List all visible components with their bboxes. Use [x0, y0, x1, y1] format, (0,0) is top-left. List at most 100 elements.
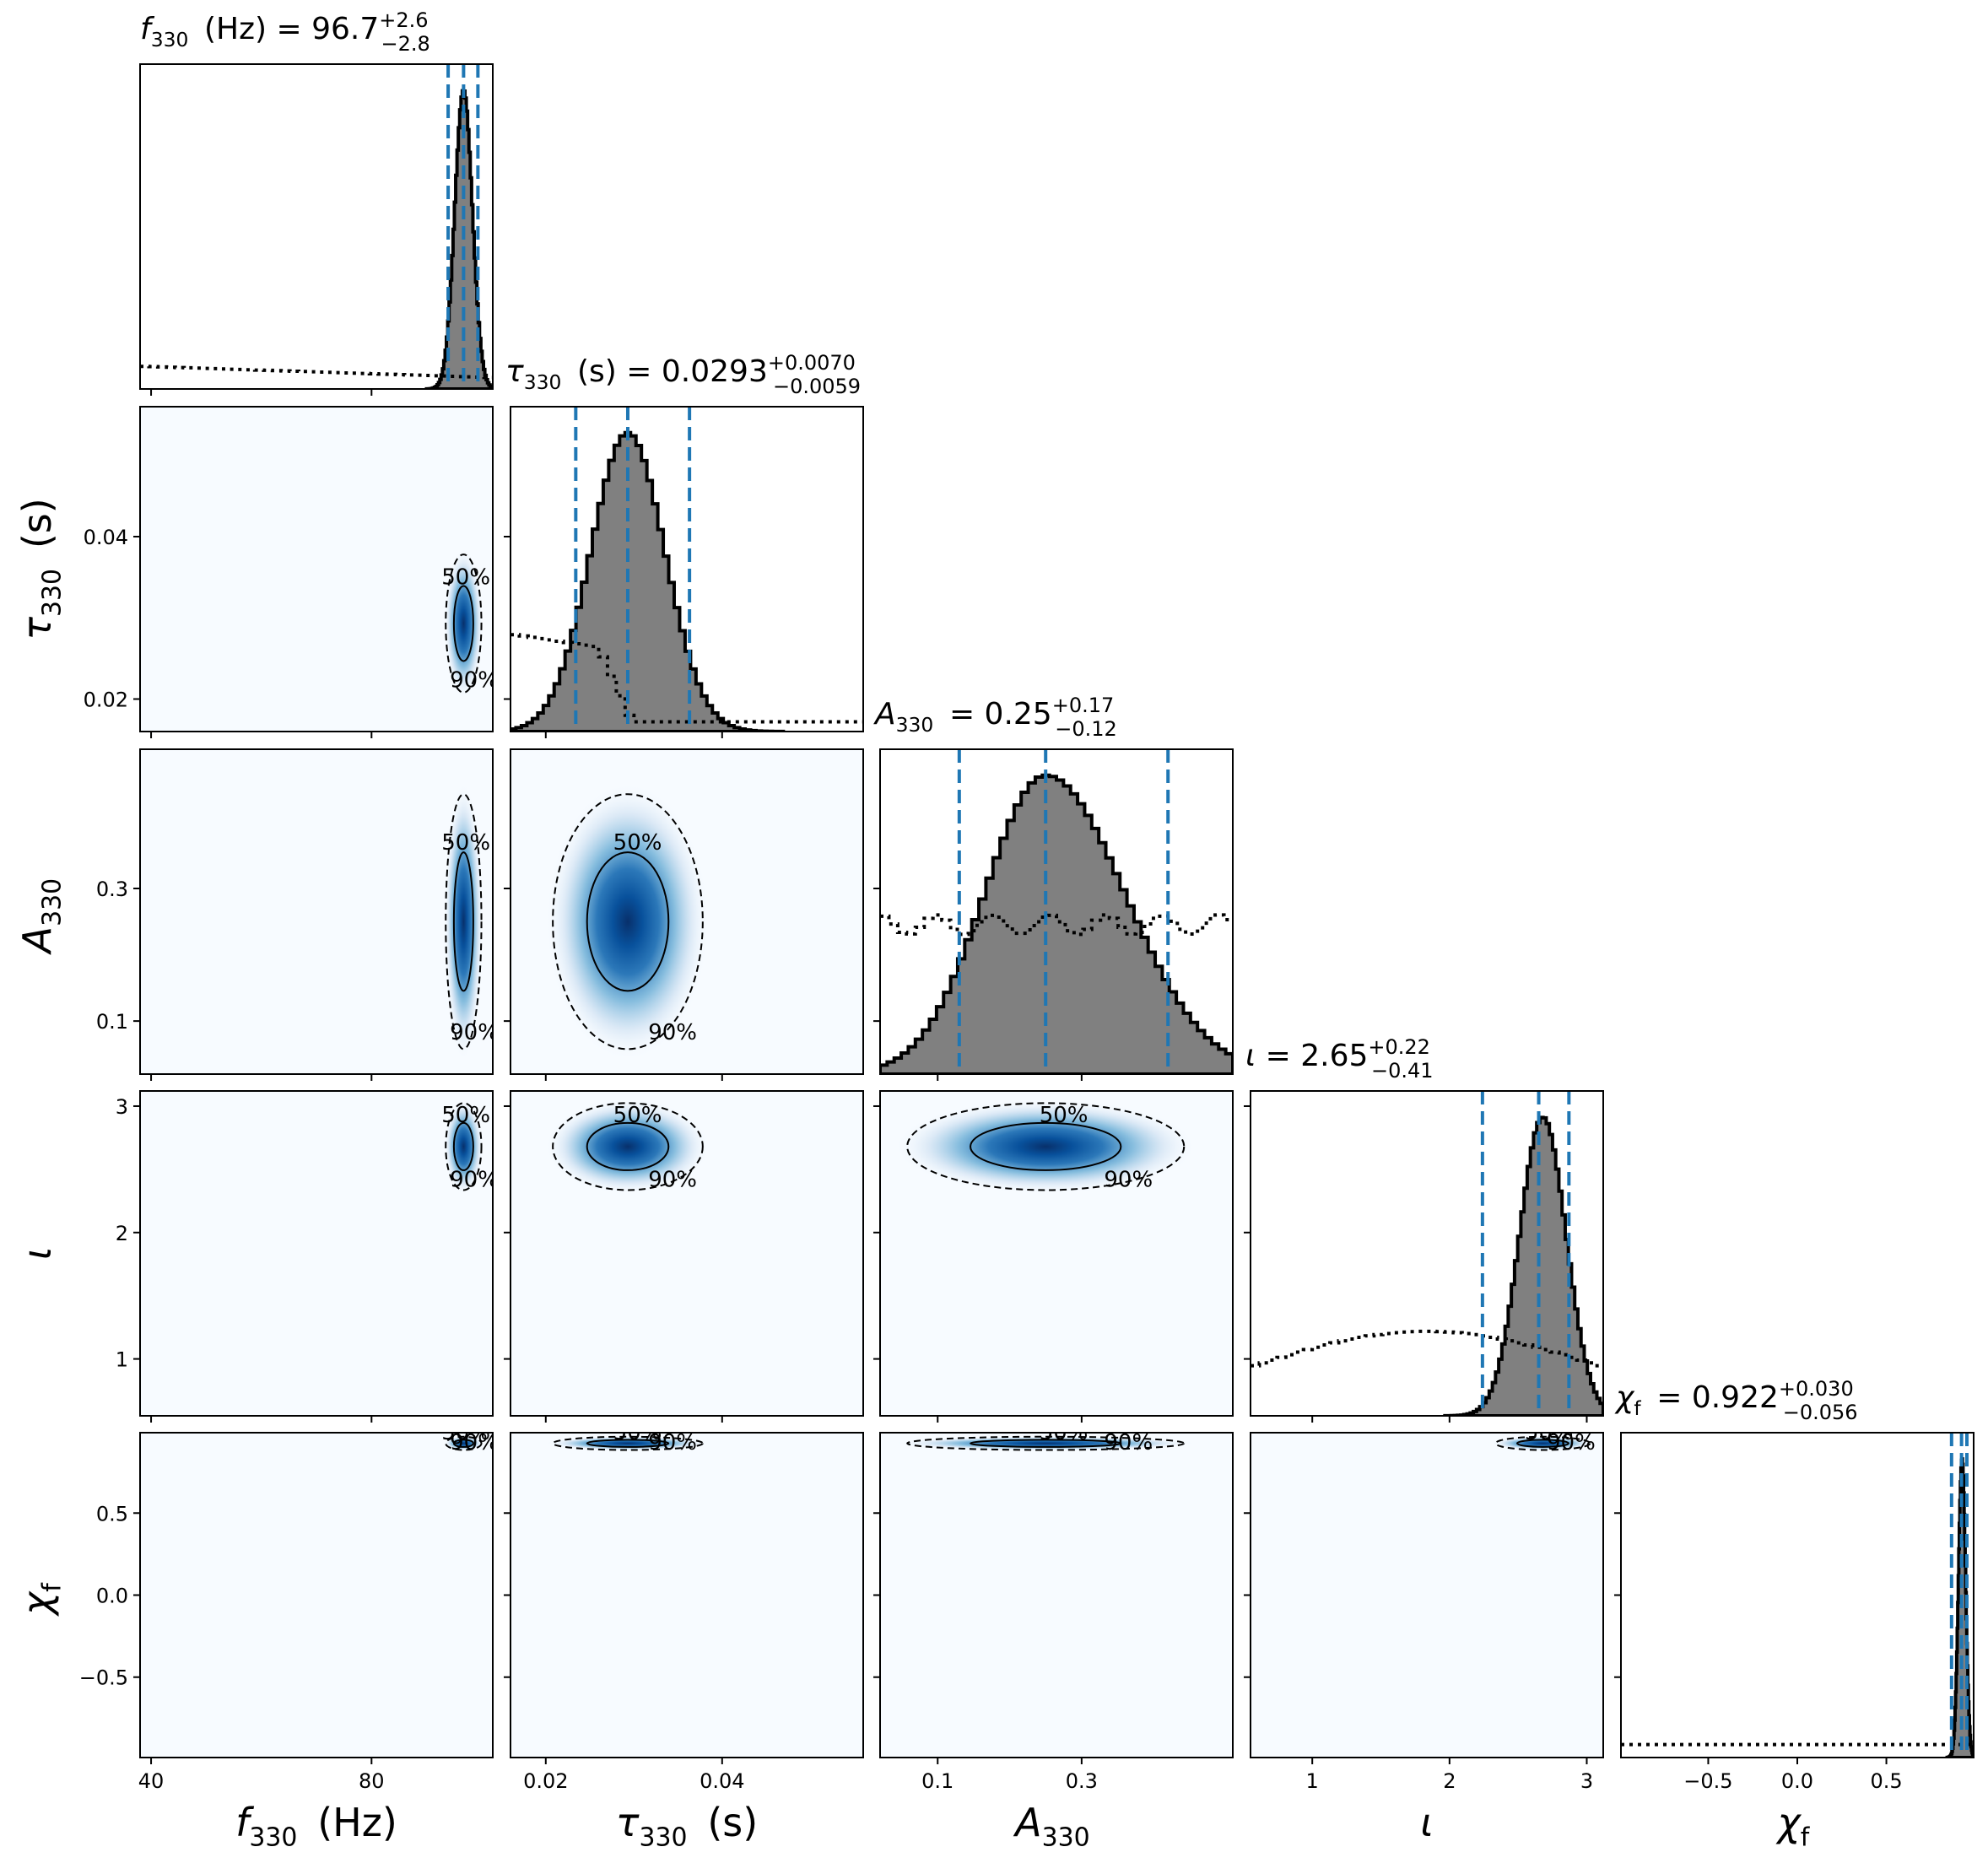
prior-histogram-A330 — [880, 913, 1233, 937]
contour-50 — [970, 1121, 1122, 1171]
contour-label-50: 50% — [441, 830, 490, 856]
density-background — [511, 1433, 863, 1758]
contour-90 — [445, 1435, 483, 1451]
y-tick-label-iota: 3 — [116, 1095, 128, 1119]
prior-histogram-iota — [1251, 1329, 1603, 1368]
x-axis-label-chif: χf — [1775, 1800, 1818, 1853]
contour-50 — [452, 1121, 474, 1171]
contour-label-50: 50% — [1040, 1420, 1089, 1445]
contour-90 — [552, 793, 704, 1050]
density-background — [140, 1091, 493, 1416]
x-tick-label-A330: 0.3 — [1066, 1769, 1098, 1793]
y-axis-label-iota: ι — [14, 1247, 60, 1261]
panel-frame-1-2 — [510, 748, 864, 1075]
density-blob — [546, 1436, 710, 1451]
posterior-histogram-tau330 — [511, 430, 786, 732]
prior-histogram-tau330 — [511, 633, 863, 724]
contour-label-50: 50% — [441, 565, 490, 591]
contour-label-50: 50% — [441, 1103, 490, 1128]
contour-label-50: 50% — [1040, 1103, 1089, 1128]
x-axis-label-f330: f330 (Hz) — [235, 1800, 397, 1853]
contour-50 — [452, 1439, 474, 1448]
density-f330-tau330: 50% 90% — [140, 407, 493, 732]
contour-label-90: 90% — [648, 1430, 697, 1455]
histogram-f330 — [140, 64, 493, 389]
contour-50 — [1516, 1439, 1569, 1448]
contour-50 — [586, 851, 670, 992]
y-tick-label-A330: 0.1 — [96, 1010, 128, 1034]
title-tau330: τ330 (s) = 0.0293+0.0070 −0.0059 — [505, 351, 861, 398]
posterior-histogram-A330 — [880, 773, 1233, 1074]
y-axis-label-chif: χf — [14, 1575, 68, 1617]
density-f330-chif: 50%90% — [140, 1430, 499, 1758]
density-blob — [1491, 1436, 1595, 1451]
x-tick-label-chif: −0.5 — [1683, 1769, 1732, 1793]
contour-label-90: 90% — [1547, 1430, 1596, 1455]
density-tau330-iota: 50% 90% — [511, 1091, 863, 1416]
x-tick-label-f330: 40 — [138, 1769, 165, 1793]
panel-frame-1-3 — [510, 1090, 864, 1417]
density-blob — [444, 783, 483, 1061]
y-tick-label-tau330: 0.02 — [84, 688, 128, 712]
contour-90 — [1494, 1435, 1591, 1451]
y-tick-label-iota: 1 — [116, 1348, 128, 1372]
title-f330: f330 (Hz) = 96.7+2.6 −2.8 — [140, 8, 430, 56]
density-blob — [894, 1099, 1197, 1194]
y-tick-label-chif: 0.0 — [96, 1585, 128, 1608]
contour-90 — [552, 1435, 704, 1451]
contour-90 — [445, 554, 483, 694]
density-tau330-chif: 50%90% — [511, 1420, 863, 1758]
contour-90 — [552, 1102, 704, 1191]
contour-90 — [445, 793, 483, 1050]
density-background — [140, 749, 493, 1074]
x-tick-label-chif: 0.5 — [1870, 1769, 1902, 1793]
panel-frame-0-1 — [139, 406, 494, 732]
contour-50 — [452, 851, 474, 992]
contour-90 — [445, 1102, 483, 1191]
contour-label-50: 50% — [613, 1420, 662, 1445]
density-background — [1251, 1433, 1603, 1758]
title-A330: A330 = 0.25+0.17 −0.12 — [873, 694, 1117, 741]
panel-frame-1-1 — [510, 406, 864, 732]
contour-50 — [970, 1439, 1122, 1448]
contour-label-90: 90% — [450, 1168, 499, 1193]
density-background — [140, 1433, 493, 1758]
density-blob — [444, 548, 483, 699]
panel-frame-3-3 — [1250, 1090, 1604, 1417]
panel-frame-2-2 — [879, 748, 1234, 1075]
contour-label-90: 90% — [648, 1168, 697, 1193]
x-axis-label-iota: ι — [1420, 1800, 1434, 1845]
contour-label-50: 50% — [1525, 1420, 1574, 1445]
title-iota: ι = 2.65+0.22 −0.41 — [1245, 1035, 1434, 1083]
histogram-chif — [1621, 1433, 1974, 1758]
y-tick-label-iota: 2 — [116, 1222, 128, 1245]
histogram-tau330 — [511, 407, 863, 732]
density-background — [140, 407, 493, 732]
contour-label-90: 90% — [450, 1430, 499, 1455]
x-tick-label-f330: 80 — [359, 1769, 385, 1793]
x-tick-label-iota: 1 — [1306, 1769, 1319, 1793]
panel-frame-4-4 — [1620, 1432, 1974, 1758]
panel-frame-2-3 — [879, 1090, 1234, 1417]
density-blob — [546, 783, 710, 1061]
contour-90 — [906, 1435, 1186, 1451]
contour-50 — [586, 1121, 670, 1171]
density-blob — [444, 1436, 483, 1451]
y-tick-label-tau330: 0.04 — [84, 526, 128, 549]
contour-50 — [586, 1439, 670, 1448]
panel-frame-0-0 — [139, 63, 494, 390]
density-background — [880, 1433, 1233, 1758]
y-axis-label-A330: A330 — [14, 871, 68, 956]
density-blob — [894, 1436, 1197, 1451]
panel-frame-0-2 — [139, 748, 494, 1075]
density-f330-A330: 50% 90% — [140, 749, 499, 1074]
histogram-A330 — [880, 749, 1233, 1074]
density-iota-chif: 50%90% — [1251, 1420, 1603, 1758]
panel-frame-0-3 — [139, 1090, 494, 1417]
x-tick-label-iota: 2 — [1443, 1769, 1456, 1793]
contour-label-90: 90% — [450, 1020, 499, 1045]
contour-90 — [906, 1102, 1186, 1191]
y-tick-label-chif: 0.5 — [96, 1502, 128, 1526]
y-tick-label-chif: −0.5 — [79, 1666, 128, 1690]
